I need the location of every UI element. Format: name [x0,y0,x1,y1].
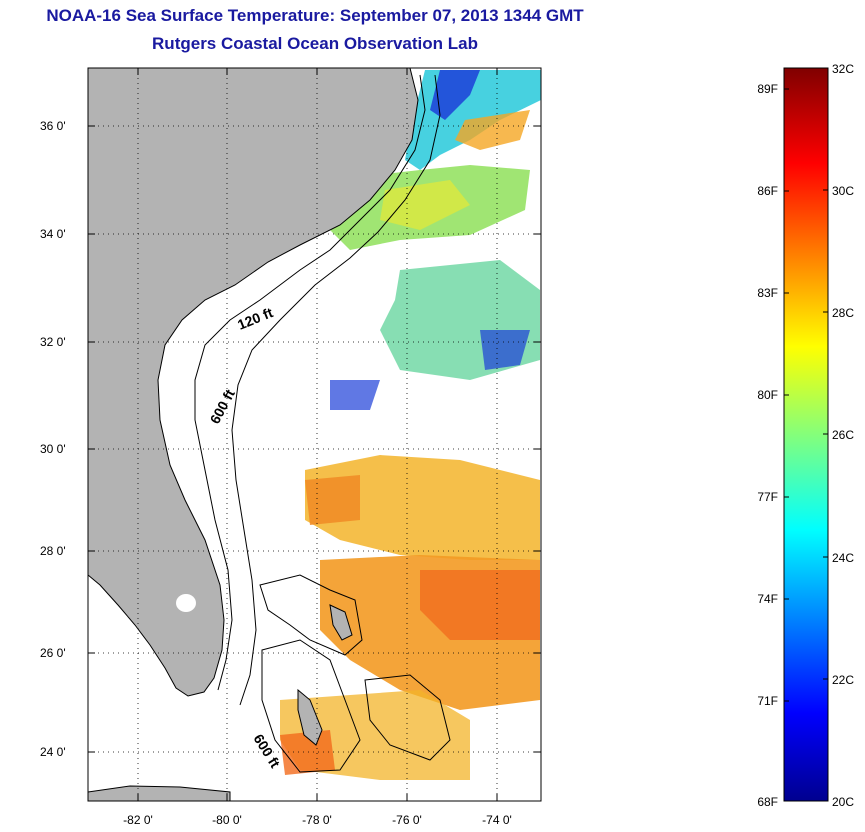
contour-120ft [194,74,426,691]
land-bahamas-2 [297,688,323,746]
lon-label-74: -74 0' [482,813,512,827]
cbar-f-71: 71F [757,694,778,708]
cbar-f-89: 89F [757,82,778,96]
land-cuba [88,785,231,801]
lon-label-80: -80 0' [212,813,242,827]
lat-label-36: 36 0' [40,119,66,133]
cbar-f-80: 80F [757,388,778,402]
colorbar-ticks [784,67,828,802]
contour-bahamas [259,574,451,773]
contour-600ft [231,74,441,706]
cbar-c-26: 26C [832,428,854,442]
lon-label-82: -82 0' [123,813,153,827]
colorbar [783,67,829,802]
map-title: NOAA-16 Sea Surface Temperature: Septemb… [46,6,584,25]
land-mass [88,68,419,697]
cbar-f-83: 83F [757,286,778,300]
lon-label-78: -78 0' [302,813,332,827]
cbar-c-20: 20C [832,795,854,809]
cbar-f-86: 86F [757,184,778,198]
lat-label-28: 28 0' [40,544,66,558]
lat-label-24: 24 0' [40,745,66,759]
graticule [88,68,541,801]
axis-ticks [88,68,541,801]
cbar-c-22: 22C [832,673,854,687]
cbar-f-68: 68F [757,795,778,809]
lat-label-32: 32 0' [40,335,66,349]
contour-label-120: 120 ft [235,304,275,333]
lat-label-26: 26 0' [40,646,66,660]
map-subtitle: Rutgers Coastal Ocean Observation Lab [152,34,478,53]
cbar-f-77: 77F [757,490,778,504]
lat-label-34: 34 0' [40,227,66,241]
cbar-f-74: 74F [757,592,778,606]
lon-label-76: -76 0' [392,813,422,827]
lake-okeechobee [176,594,196,612]
lat-label-30: 30 0' [40,442,66,456]
contour-label-600-south: 600 ft [250,731,283,771]
sst-data-layer [280,70,541,780]
cbar-c-30: 30C [832,184,854,198]
land-bahamas-1 [329,604,353,641]
cbar-c-28: 28C [832,306,854,320]
cbar-c-24: 24C [832,551,854,565]
cbar-c-32: 32C [832,62,854,76]
map-frame [87,67,542,802]
